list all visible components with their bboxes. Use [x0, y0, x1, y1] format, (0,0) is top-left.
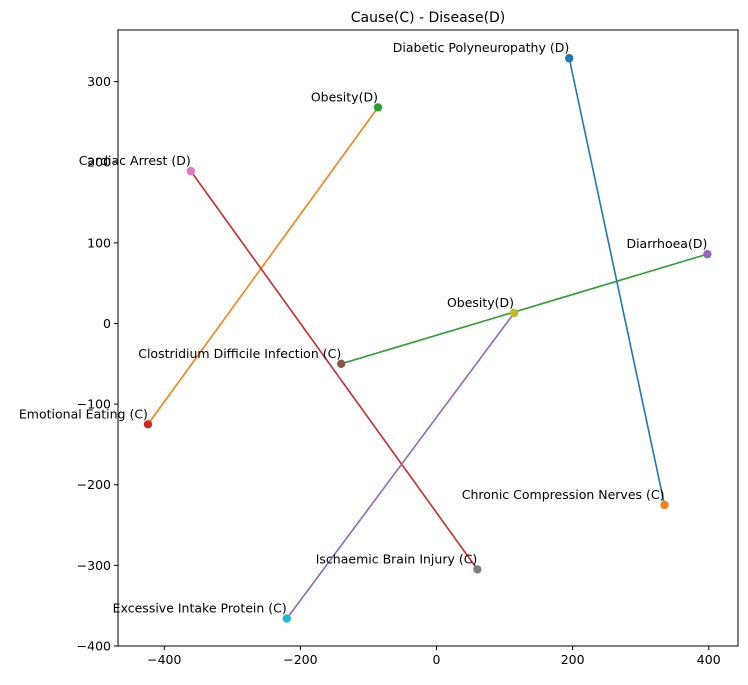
x-tick-label: 0	[433, 652, 441, 667]
data-point-5-end	[282, 614, 291, 623]
chart-title: Cause(C) - Disease(D)	[351, 10, 506, 26]
point-label-3-end: Clostridium Difficile Infection (C)	[138, 346, 341, 361]
y-tick-label: −400	[77, 639, 111, 654]
series-line-4	[190, 170, 478, 570]
x-tick-label: 400	[697, 652, 721, 667]
point-label-4-start: Cardiac Arrest (D)	[79, 153, 191, 168]
point-label-1-end: Chronic Compression Nerves (C)	[462, 487, 665, 502]
data-point-3-start	[703, 249, 712, 259]
x-tick-label: −200	[283, 652, 317, 667]
point-label-2-start: Obesity(D)	[311, 89, 378, 104]
data-point-1-start	[565, 54, 574, 63]
axes: −400 −200 0 200 400 −400 −300 −200 −100 0 100 200 30…	[77, 29, 739, 667]
y-tick-label: −300	[77, 558, 111, 573]
point-label-5-start: Obesity(D)	[447, 295, 514, 310]
y-tick-label: −100	[77, 397, 111, 412]
series-line-3	[340, 253, 708, 365]
point-label-2-end: Emotional Eating (C)	[19, 406, 148, 421]
x-tick-label: 200	[561, 652, 585, 667]
data-point-4-start	[186, 166, 196, 176]
series-line-2	[147, 106, 379, 425]
y-tick-label: 200	[87, 155, 111, 170]
point-label-4-end: Ischaemic Brain Injury (C)	[316, 551, 478, 566]
series-line-5	[286, 312, 515, 620]
point-label-3-start: Diarrhoea(D)	[626, 236, 707, 251]
plot-frame	[117, 29, 739, 647]
point-labels: Diabetic Polyneuropathy (D) Chronic Compr…	[19, 40, 707, 615]
data-point-2-end	[143, 420, 153, 429]
data-point-5-start	[509, 308, 519, 318]
x-tick-label: −400	[147, 652, 181, 667]
point-label-5-end: Excessive Intake Protein (C)	[113, 601, 287, 616]
point-label-1-start: Diabetic Polyneuropathy (D)	[393, 40, 569, 55]
y-tick-label: 300	[87, 74, 111, 89]
data-points	[143, 54, 712, 623]
connection-lines	[147, 58, 708, 620]
y-tick-label: −200	[77, 477, 111, 492]
data-point-4-end	[473, 565, 482, 574]
data-point-1-end	[660, 500, 669, 510]
y-tick-label: 0	[103, 316, 111, 331]
data-point-2-start	[373, 103, 383, 112]
y-tick-label: 100	[87, 235, 111, 250]
data-point-3-end	[337, 359, 346, 369]
